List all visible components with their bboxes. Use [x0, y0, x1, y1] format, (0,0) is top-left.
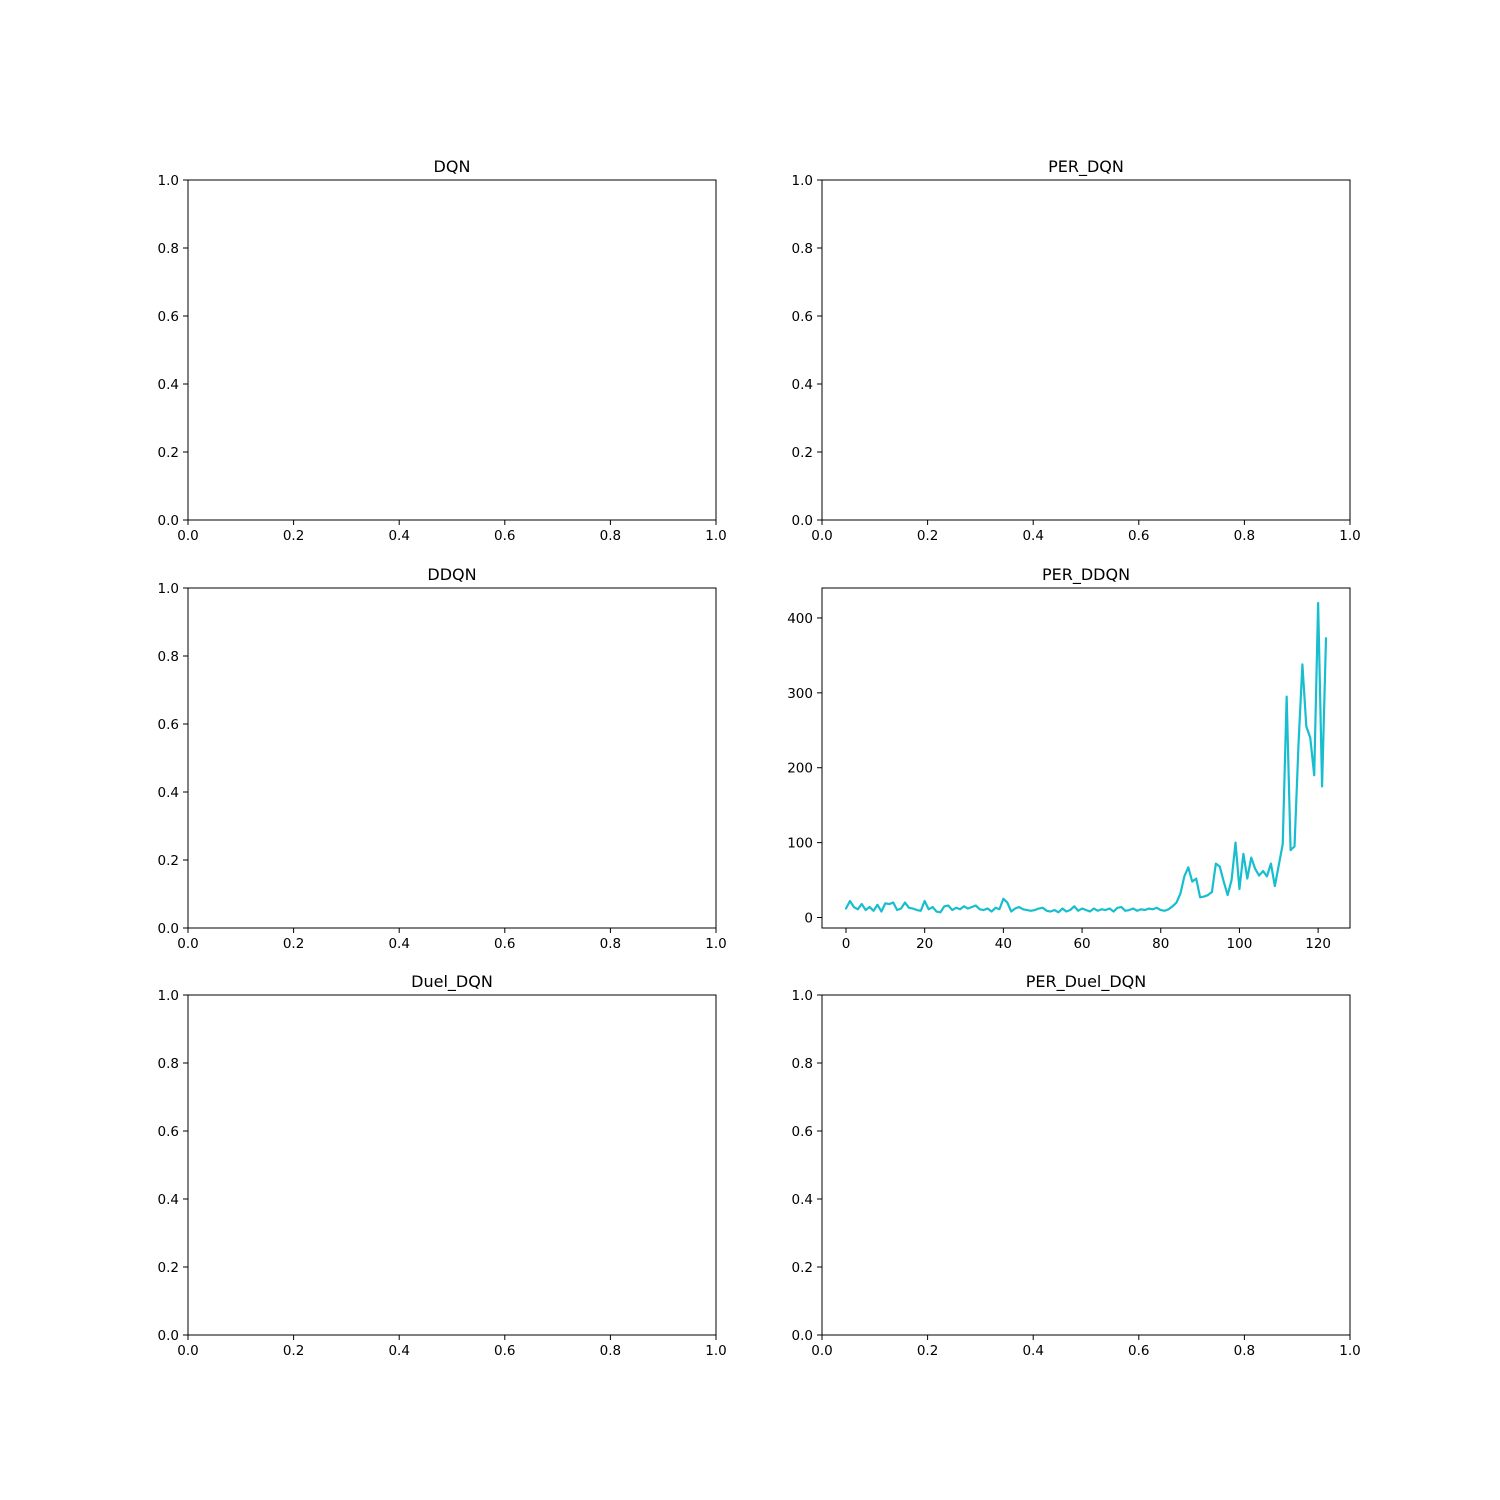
x-tick-label: 0.6: [494, 1343, 515, 1359]
x-tick-label: 0.0: [177, 936, 198, 952]
y-tick-label: 0.4: [792, 377, 813, 393]
subplot-0: DQN 0.0 0.2 0.4 0.6 0.8 1.0 0.0 0.2 0.4 0.6 0.8 1.0: [158, 157, 727, 544]
x-tick-label: 1.0: [705, 1343, 726, 1359]
y-tick-label: 0.2: [158, 445, 179, 461]
x-tick-label: 40: [995, 936, 1012, 952]
y-tick-label: 400: [787, 611, 813, 627]
y-tick-label: 1.0: [158, 988, 179, 1004]
axes-frame: [187, 179, 717, 521]
x-tick-label: 0.8: [600, 936, 621, 952]
y-tick-label: 300: [787, 686, 813, 702]
subplot-2: DDQN 0.0 0.2 0.4 0.6 0.8 1.0 0.0 0.2 0.4 0.6 0.8 1.0: [158, 565, 727, 952]
x-tick-label: 0.6: [1128, 1343, 1149, 1359]
x-tick-label: 0.0: [177, 528, 198, 544]
subplot-3: PER_DDQN 0 20 40 60 80 100 120 0 100 200 300 400: [787, 565, 1351, 952]
y-tick-label: 1.0: [792, 988, 813, 1004]
y-tick-label: 0.6: [792, 1124, 813, 1140]
subplot-title: DDQN: [427, 565, 476, 584]
x-tick-label: 0.4: [1022, 528, 1043, 544]
y-tick-label: 0.6: [158, 717, 179, 733]
x-tick-label: 120: [1305, 936, 1331, 952]
axes-frame: [187, 587, 717, 929]
y-tick-label: 200: [787, 761, 813, 777]
y-tick-label: 0.2: [792, 445, 813, 461]
subplot-5: PER_Duel_DQN 0.0 0.2 0.4 0.6 0.8 1.0 0.0 0.2 0.4 0…: [792, 972, 1361, 1359]
y-tick-label: 0.0: [792, 513, 813, 529]
y-tick-label: 0.0: [158, 921, 179, 937]
y-tick-label: 0.2: [792, 1260, 813, 1276]
y-tick-label: 0.4: [158, 377, 179, 393]
x-tick-label: 0.8: [600, 528, 621, 544]
subplot-1: PER_DQN 0.0 0.2 0.4 0.6 0.8 1.0 0.0 0.2 0.4 0.6 0.8…: [792, 157, 1361, 544]
x-tick-label: 0.6: [1128, 528, 1149, 544]
x-tick-label: 1.0: [1339, 528, 1360, 544]
subplot-title: PER_DDQN: [1042, 565, 1130, 585]
x-tick-label: 0.2: [283, 936, 304, 952]
subplot-title: Duel_DQN: [411, 972, 493, 992]
x-tick-label: 0.6: [494, 936, 515, 952]
y-tick-label: 0.0: [158, 1328, 179, 1344]
y-tick-label: 1.0: [158, 173, 179, 189]
y-tick-label: 0.4: [792, 1192, 813, 1208]
axes-frame: [187, 994, 717, 1336]
subplot-title: PER_DQN: [1048, 157, 1124, 177]
y-tick-label: 0: [804, 911, 813, 927]
x-tick-label: 0: [842, 936, 851, 952]
y-tick-label: 0.0: [158, 513, 179, 529]
x-tick-label: 0.4: [388, 1343, 409, 1359]
y-tick-label: 0.2: [158, 1260, 179, 1276]
x-tick-label: 0.8: [1234, 528, 1255, 544]
x-tick-label: 1.0: [705, 936, 726, 952]
y-tick-label: 1.0: [158, 581, 179, 597]
x-tick-label: 0.8: [600, 1343, 621, 1359]
x-tick-label: 0.0: [811, 528, 832, 544]
y-tick-label: 0.6: [158, 309, 179, 325]
x-tick-label: 1.0: [1339, 1343, 1360, 1359]
x-tick-label: 0.2: [917, 1343, 938, 1359]
x-tick-label: 0.2: [283, 1343, 304, 1359]
axes-frame: [821, 587, 1351, 929]
subplot-title: DQN: [434, 157, 471, 176]
series-line-0: [844, 601, 1328, 914]
x-tick-label: 80: [1152, 936, 1169, 952]
y-tick-label: 0.8: [792, 1056, 813, 1072]
y-tick-label: 1.0: [792, 173, 813, 189]
subplot-title: PER_Duel_DQN: [1026, 972, 1147, 992]
axes-frame: [821, 179, 1351, 521]
x-tick-label: 0.8: [1234, 1343, 1255, 1359]
y-tick-label: 0.8: [792, 241, 813, 257]
subplot-4: Duel_DQN 0.0 0.2 0.4 0.6 0.8 1.0 0.0 0.2 0.4 0.6 0.…: [158, 972, 727, 1359]
y-tick-label: 0.2: [158, 853, 179, 869]
y-tick-label: 0.4: [158, 1192, 179, 1208]
x-tick-label: 0.0: [811, 1343, 832, 1359]
x-tick-label: 20: [916, 936, 933, 952]
y-tick-label: 0.4: [158, 785, 179, 801]
y-tick-label: 0.8: [158, 241, 179, 257]
x-tick-label: 1.0: [705, 528, 726, 544]
x-tick-label: 0.2: [283, 528, 304, 544]
x-tick-label: 100: [1227, 936, 1253, 952]
x-tick-label: 0.6: [494, 528, 515, 544]
x-tick-label: 60: [1073, 936, 1090, 952]
y-tick-label: 0.8: [158, 649, 179, 665]
x-tick-label: 0.4: [1022, 1343, 1043, 1359]
x-tick-label: 0.0: [177, 1343, 198, 1359]
y-tick-label: 0.6: [792, 309, 813, 325]
x-tick-label: 0.4: [388, 936, 409, 952]
y-tick-label: 0.6: [158, 1124, 179, 1140]
y-tick-label: 100: [787, 836, 813, 852]
y-tick-label: 0.0: [792, 1328, 813, 1344]
y-tick-label: 0.8: [158, 1056, 179, 1072]
x-tick-label: 0.2: [917, 528, 938, 544]
x-tick-label: 0.4: [388, 528, 409, 544]
axes-frame: [821, 994, 1351, 1336]
